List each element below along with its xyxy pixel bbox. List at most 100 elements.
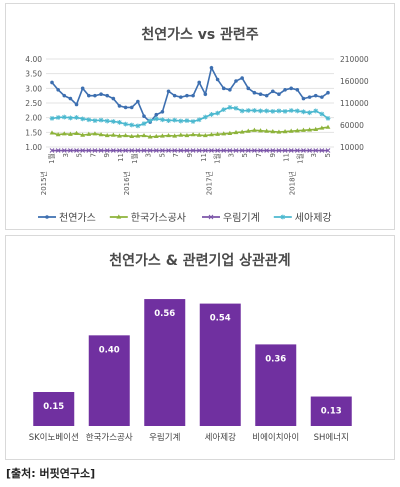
data-point [92,148,98,153]
data-point [258,128,263,133]
data-point [160,148,165,153]
data-point [294,108,300,114]
data-point [190,132,196,137]
data-point [227,130,233,135]
series-세아제강 [49,105,331,129]
x-tick-label: 9 [269,153,277,157]
data-point [154,112,159,117]
data-point [68,148,73,153]
series-line [51,65,329,124]
data-point [172,93,177,98]
bar-value-label: 0.15 [43,402,64,412]
data-point [55,132,61,137]
bar [33,392,75,426]
data-point [227,105,233,110]
data-point [239,148,245,153]
data-point [74,115,79,120]
data-point [313,108,319,114]
category-label: SK이노베이션 [29,432,79,443]
legend-item: 세아제강 [273,212,332,224]
x-tick-label: 9 [186,153,194,157]
x-tick-label: 7 [89,153,97,157]
data-point [147,118,153,123]
data-point [98,148,104,153]
series-한국가스공사 [49,124,331,139]
x-year-label: 2016년 [122,171,131,195]
legend-item: 천연가스 [38,212,96,224]
data-point [86,148,92,153]
data-point [123,148,128,153]
x-year-label: 2015년 [39,171,48,195]
source-caption: [출처: 버핏연구소] [6,467,96,480]
data-point [110,119,116,124]
legend-item: 우림기계 [202,212,260,224]
data-point [117,133,122,138]
data-point [105,93,109,98]
bar-value-label: 0.54 [210,314,231,324]
data-point [326,90,330,95]
y-left-tick-label: 1.50 [25,128,42,137]
data-point [142,114,146,118]
series-천연가스 [50,65,330,124]
x-tick-label: 1월 [130,153,139,164]
data-point [301,148,306,153]
data-point [294,148,300,153]
category-label: 세아제강 [205,432,236,443]
legend-item: 한국가스공사 [109,212,186,224]
data-point [179,95,183,99]
data-point [191,93,195,98]
data-point [245,128,251,133]
data-point [116,214,122,219]
data-point [178,132,184,137]
data-point [92,131,98,136]
data-point [307,95,312,99]
data-point [280,214,286,220]
data-point [166,148,171,153]
y-left-tick-label: 1.00 [25,143,42,152]
data-point [307,127,312,132]
data-point [87,93,91,98]
data-point [80,86,85,91]
series-우림기계 [49,148,331,153]
data-point [123,132,128,138]
data-point [271,89,275,94]
x-tick-label: 9 [103,153,111,157]
data-point [172,133,178,138]
data-point [258,148,263,153]
data-point [215,77,220,82]
data-point [228,88,232,92]
x-tick-label: 1월 [213,153,222,164]
data-point [319,125,325,130]
data-point [245,108,251,113]
data-point [320,95,324,99]
data-point [56,88,60,92]
data-point [301,127,306,132]
y-right-tick-label: 160000 [340,77,369,86]
data-point [239,129,245,134]
bar-chart-panel: 천연가스 & 관련기업 상관관계 0.15 SK이노베이션 0.40 한국가스공사 0.… [5,235,395,460]
data-point [307,148,312,153]
data-point [111,96,116,101]
y-right-tick-label: 60000 [340,121,364,130]
data-point [153,148,159,153]
data-point [104,148,110,153]
data-point [197,80,201,85]
data-point [227,148,233,153]
data-point [45,215,49,219]
line-chart-panel: 천연가스 vs 관련주 4.00 3.50 3.00 2.50 2.00 1.50 1.00… [5,3,395,230]
data-point [319,148,325,153]
data-point [141,121,147,127]
data-point [104,118,110,124]
data-point [49,116,55,121]
x-tick-label: 11 [200,153,208,162]
data-point [313,148,319,153]
data-point [190,148,196,153]
x-tick-label: 7 [255,153,263,157]
data-point [153,133,159,139]
data-point [202,132,208,138]
data-point [98,117,104,123]
data-point [117,119,122,125]
data-point [208,214,214,220]
bar-value-label: 0.56 [154,309,175,319]
category-label: 우림기계 [149,432,180,443]
